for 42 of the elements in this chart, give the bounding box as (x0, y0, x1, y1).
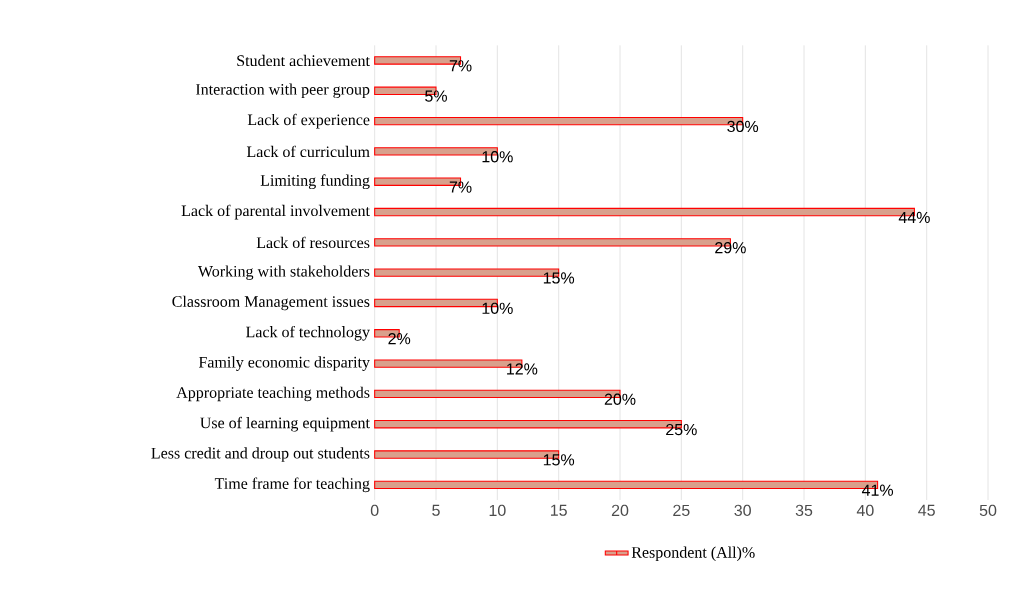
x-tick-label: 5 (432, 504, 440, 516)
data-label: 44% (898, 211, 930, 223)
y-tick-label: Limiting funding (260, 174, 370, 190)
data-label: 10% (482, 302, 513, 314)
data-label: 29% (715, 242, 746, 254)
y-tick-label: Student achievement (237, 54, 370, 67)
x-tick-label: 50 (979, 504, 997, 517)
data-label: 2% (388, 333, 411, 345)
data-label: 5% (425, 90, 447, 102)
x-tick-label: 45 (918, 504, 935, 516)
x-tick-label: 40 (856, 504, 874, 517)
y-tick-label: Time frame for teaching (214, 477, 370, 493)
y-tick-label: Appropriate teaching methods (176, 386, 370, 402)
data-label: 20% (604, 393, 636, 405)
data-label: 10% (482, 151, 513, 163)
y-tick-label: Lack of technology (246, 325, 370, 341)
y-tick-label: Lack of experience (247, 113, 370, 129)
y-tick-label: Classroom Management issues (172, 295, 370, 311)
y-tick-label: Lack of parental involvement (181, 204, 370, 220)
legend-label: Respondent (All)% (631, 546, 755, 562)
y-tick-label: Lack of resources (256, 236, 370, 249)
data-label: 15% (543, 272, 575, 284)
y-tick-label: Use of learning equipment (200, 416, 370, 432)
data-label: 7% (449, 181, 472, 193)
data-label: 15% (543, 454, 575, 466)
data-label: 41% (861, 484, 894, 496)
x-tick-label: 20 (611, 504, 629, 517)
data-label: 7% (449, 60, 472, 72)
data-label: 30% (727, 120, 759, 133)
data-label: 25% (666, 423, 697, 436)
y-tick-label: Family economic disparity (198, 356, 370, 371)
x-tick-label: 15 (550, 504, 567, 516)
x-tick-label: 10 (489, 504, 506, 517)
x-tick-label: 25 (673, 504, 690, 517)
y-tick-label: Working with stakeholders (197, 265, 370, 280)
x-tick-label: 35 (795, 504, 813, 517)
x-tick-label: 0 (370, 504, 379, 517)
x-tick-label: 30 (734, 504, 751, 517)
y-tick-label: Less credit and droup out students (151, 447, 370, 462)
y-tick-label: Interaction with peer group (195, 83, 370, 99)
data-label: 12% (507, 363, 538, 375)
y-tick-label: Lack of curriculum (246, 145, 370, 158)
